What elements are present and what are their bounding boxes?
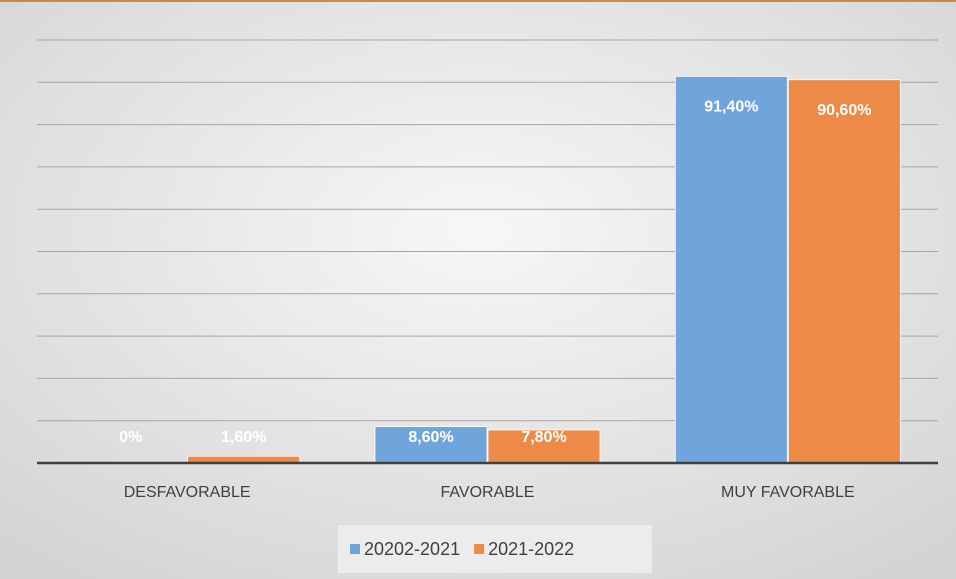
- legend-label: 20202-2021: [364, 539, 460, 559]
- bar: [487, 429, 601, 464]
- legend-swatch: [474, 544, 485, 554]
- legend-box: [338, 525, 652, 573]
- legend-label: 2021-2022: [488, 539, 574, 559]
- bar: [374, 426, 488, 464]
- x-tick-label: FAVORABLE: [441, 484, 535, 501]
- legend-swatch: [350, 544, 360, 554]
- bar: [674, 75, 788, 464]
- data-label: 1,60%: [221, 429, 266, 446]
- x-tick-label: MUY FAVORABLE: [721, 484, 855, 501]
- bar: [787, 79, 901, 464]
- data-label: 7,80%: [521, 429, 566, 446]
- data-label: 90,60%: [817, 102, 871, 119]
- data-label: 8,60%: [408, 429, 453, 446]
- data-label: 0%: [119, 429, 142, 446]
- x-tick-label: DESFAVORABLE: [124, 484, 251, 501]
- data-label: 91,40%: [704, 99, 758, 116]
